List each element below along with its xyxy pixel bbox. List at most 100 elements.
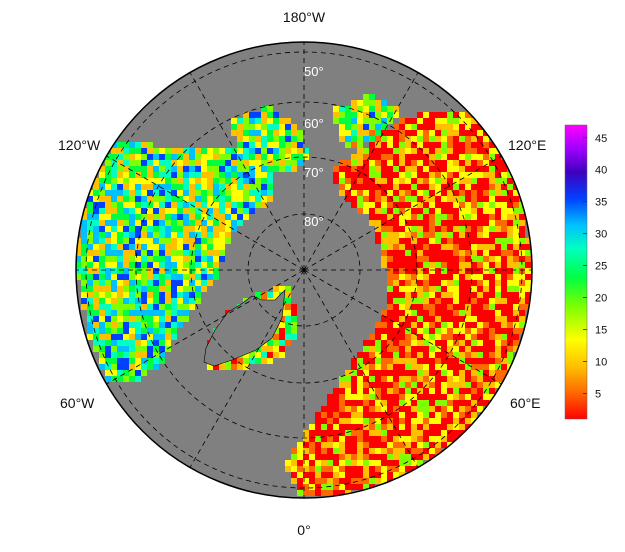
land-data-cell: [489, 304, 495, 310]
land-data-cell: [489, 298, 495, 304]
land-data-cell: [495, 322, 501, 328]
land-data-cell: [483, 166, 489, 172]
land-data-cell: [297, 136, 303, 142]
land-data-cell: [489, 172, 495, 178]
land-data-cell: [189, 148, 195, 154]
land-data-cell: [111, 238, 117, 244]
land-data-cell: [375, 406, 381, 412]
land-data-cell: [435, 376, 441, 382]
land-data-cell: [375, 172, 381, 178]
land-data-cell: [333, 406, 339, 412]
land-data-cell: [513, 286, 519, 292]
land-data-cell: [105, 352, 111, 358]
land-data-cell: [177, 166, 183, 172]
land-data-cell: [159, 160, 165, 166]
land-data-cell: [381, 478, 387, 484]
land-data-cell: [405, 244, 411, 250]
land-data-cell: [357, 124, 363, 130]
land-data-cell: [327, 484, 333, 490]
land-data-cell: [357, 100, 363, 106]
land-data-cell: [375, 412, 381, 418]
land-data-cell: [453, 418, 459, 424]
land-data-cell: [501, 160, 507, 166]
land-data-cell: [315, 418, 321, 424]
land-data-cell: [381, 226, 387, 232]
land-data-cell: [183, 214, 189, 220]
land-data-cell: [81, 238, 87, 244]
land-data-cell: [129, 208, 135, 214]
land-data-cell: [417, 250, 423, 256]
land-data-cell: [105, 262, 111, 268]
land-data-cell: [369, 220, 375, 226]
land-data-cell: [423, 430, 429, 436]
land-data-cell: [117, 220, 123, 226]
land-data-cell: [435, 226, 441, 232]
land-data-cell: [507, 340, 513, 346]
land-data-cell: [369, 364, 375, 370]
land-data-cell: [519, 232, 525, 238]
land-data-cell: [405, 208, 411, 214]
land-data-cell: [429, 256, 435, 262]
land-data-cell: [147, 316, 153, 322]
land-data-cell: [171, 178, 177, 184]
land-data-cell: [93, 178, 99, 184]
land-data-cell: [405, 118, 411, 124]
land-data-cell: [129, 340, 135, 346]
land-data-cell: [369, 454, 375, 460]
land-data-cell: [111, 226, 117, 232]
land-data-cell: [423, 250, 429, 256]
land-data-cell: [393, 148, 399, 154]
land-data-cell: [423, 142, 429, 148]
land-data-cell: [483, 394, 489, 400]
land-data-cell: [351, 394, 357, 400]
land-data-cell: [297, 154, 303, 160]
land-data-cell: [147, 280, 153, 286]
land-data-cell: [117, 154, 123, 160]
land-data-cell: [165, 196, 171, 202]
land-data-cell: [459, 274, 465, 280]
land-data-cell: [255, 190, 261, 196]
land-data-cell: [93, 262, 99, 268]
land-data-cell: [135, 190, 141, 196]
land-data-cell: [441, 232, 447, 238]
land-data-cell: [129, 256, 135, 262]
land-data-cell: [333, 490, 339, 496]
land-data-cell: [453, 316, 459, 322]
land-data-cell: [93, 232, 99, 238]
land-data-cell: [387, 238, 393, 244]
land-data-cell: [141, 244, 147, 250]
land-data-cell: [375, 370, 381, 376]
land-data-cell: [453, 208, 459, 214]
land-data-cell: [195, 148, 201, 154]
land-data-cell: [309, 490, 315, 496]
land-data-cell: [339, 172, 345, 178]
land-data-cell: [411, 370, 417, 376]
land-data-cell: [471, 400, 477, 406]
land-data-cell: [261, 130, 267, 136]
land-data-cell: [93, 292, 99, 298]
land-data-cell: [87, 202, 93, 208]
land-data-cell: [345, 178, 351, 184]
land-data-cell: [477, 232, 483, 238]
land-data-cell: [507, 262, 513, 268]
land-data-cell: [483, 364, 489, 370]
land-data-cell: [477, 172, 483, 178]
land-data-cell: [333, 454, 339, 460]
land-data-cell: [213, 256, 219, 262]
land-data-cell: [171, 304, 177, 310]
land-data-cell: [279, 118, 285, 124]
land-data-cell: [399, 190, 405, 196]
land-data-cell: [261, 142, 267, 148]
land-data-cell: [171, 202, 177, 208]
land-data-cell: [507, 202, 513, 208]
land-data-cell: [93, 316, 99, 322]
land-data-cell: [465, 388, 471, 394]
land-data-cell: [477, 130, 483, 136]
land-data-cell: [441, 214, 447, 220]
land-data-cell: [477, 280, 483, 286]
land-data-cell: [489, 190, 495, 196]
land-data-cell: [387, 370, 393, 376]
land-data-cell: [429, 220, 435, 226]
land-data-cell: [105, 226, 111, 232]
land-data-cell: [495, 178, 501, 184]
